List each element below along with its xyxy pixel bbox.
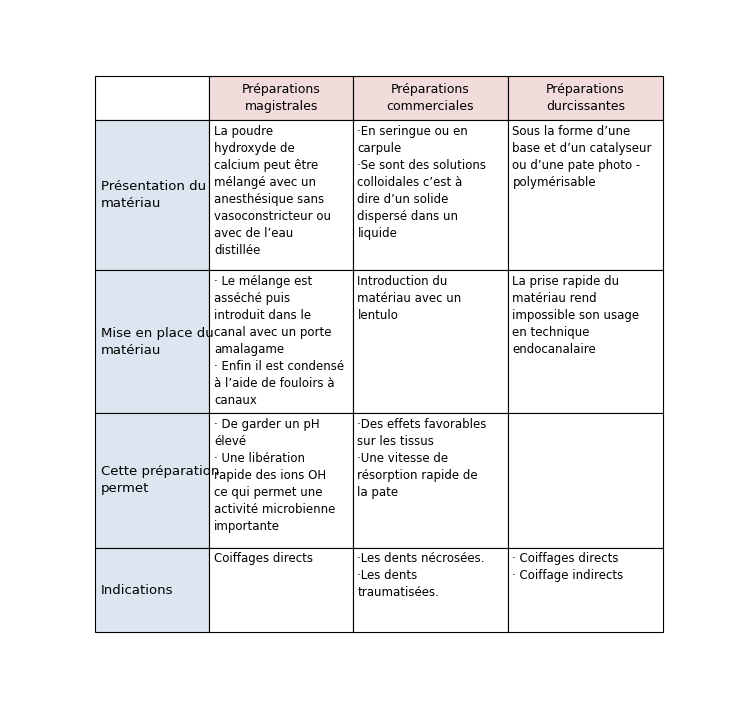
- Bar: [95, 271, 209, 413]
- Text: ·En seringue ou en
carpule
·Se sont des solutions
colloidales c’est à
dire d’un : ·En seringue ou en carpule ·Se sont des …: [358, 125, 486, 240]
- Bar: [209, 413, 353, 547]
- Bar: [353, 413, 508, 547]
- Text: · De garder un pH
élevé
· Une libération
rapide des ions OH
ce qui permet une
ac: · De garder un pH élevé · Une libération…: [214, 418, 336, 533]
- Text: Préparations
durcissantes: Préparations durcissantes: [546, 83, 624, 113]
- Text: Indications: Indications: [101, 583, 174, 597]
- Text: La poudre
hydroxyde de
calcium peut être
mélangé avec un
anesthésique sans
vasoc: La poudre hydroxyde de calcium peut être…: [214, 125, 331, 257]
- Bar: [508, 121, 663, 271]
- Text: Coiffages directs: Coiffages directs: [214, 552, 313, 565]
- Bar: [209, 547, 353, 632]
- Text: Préparations
commerciales: Préparations commerciales: [386, 83, 474, 113]
- Bar: [95, 413, 209, 547]
- Bar: [95, 76, 209, 121]
- Bar: [353, 547, 508, 632]
- Bar: [353, 121, 508, 271]
- Bar: [209, 76, 353, 121]
- Text: ·Des effets favorables
sur les tissus
·Une vitesse de
résorption rapide de
la pa: ·Des effets favorables sur les tissus ·U…: [358, 418, 487, 498]
- Text: Préparations
magistrales: Préparations magistrales: [242, 83, 321, 113]
- Bar: [353, 271, 508, 413]
- Text: · Coiffages directs
· Coiffage indirects: · Coiffages directs · Coiffage indirects: [512, 552, 624, 583]
- Text: · Le mélange est
asséché puis
introduit dans le
canal avec un porte
amalagame
· : · Le mélange est asséché puis introduit …: [214, 275, 344, 407]
- Bar: [508, 76, 663, 121]
- Text: Présentation du
matériau: Présentation du matériau: [101, 180, 206, 210]
- Bar: [95, 121, 209, 271]
- Bar: [508, 413, 663, 547]
- Text: Sous la forme d’une
base et d’un catalyseur
ou d’une pate photo -
polymérisable: Sous la forme d’une base et d’un catalys…: [512, 125, 652, 189]
- Text: Mise en place du
matériau: Mise en place du matériau: [101, 327, 214, 357]
- Bar: [95, 547, 209, 632]
- Bar: [508, 547, 663, 632]
- Bar: [353, 76, 508, 121]
- Bar: [508, 271, 663, 413]
- Bar: [209, 271, 353, 413]
- Text: Introduction du
matériau avec un
lentulo: Introduction du matériau avec un lentulo: [358, 275, 462, 322]
- Bar: [209, 121, 353, 271]
- Text: La prise rapide du
matériau rend
impossible son usage
en technique
endocanalaire: La prise rapide du matériau rend impossi…: [512, 275, 639, 356]
- Text: ·Les dents nécrosées.
·Les dents
traumatisées.: ·Les dents nécrosées. ·Les dents traumat…: [358, 552, 485, 599]
- Text: Cette préparation
permet: Cette préparation permet: [101, 465, 219, 496]
